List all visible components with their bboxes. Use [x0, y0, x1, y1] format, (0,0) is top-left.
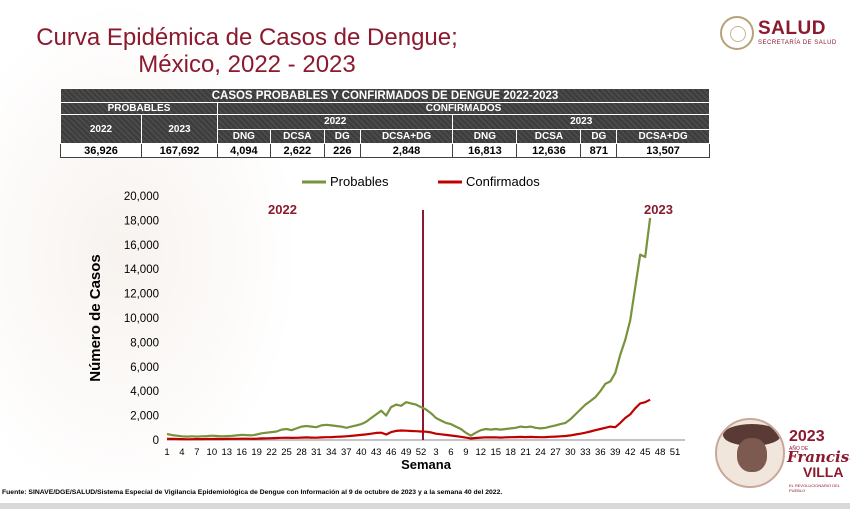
subheader-dcsadg-2023: DCSA+DG [616, 128, 710, 144]
header-confirmados: CONFIRMADOS [217, 102, 710, 115]
x-tick-label: 28 [296, 447, 307, 458]
x-tick-label: 1 [164, 447, 169, 458]
salud-logo: SALUD SECRETARÍA DE SALUD [720, 16, 840, 56]
y-tick-label: 4,000 [130, 386, 159, 398]
value-probables-2023: 167,692 [141, 143, 218, 158]
y-tick-label: 18,000 [124, 215, 159, 227]
x-tick-label: 4 [179, 447, 184, 458]
badge-small-text: AÑO DE [789, 446, 809, 452]
y-tick-label: 10,000 [124, 313, 159, 325]
x-axis-label: Semana [401, 457, 452, 472]
x-tick-label: 13 [221, 447, 232, 458]
y-tick-label: 6,000 [130, 362, 159, 374]
x-tick-label: 45 [640, 447, 651, 458]
header-confirmados-2022: 2022 [216, 114, 454, 130]
value-probables-2022: 36,926 [60, 143, 142, 158]
x-tick-label: 6 [448, 447, 453, 458]
badge-year: 2023 [789, 428, 825, 445]
legend-label-probables: Probables [330, 174, 389, 189]
x-tick-label: 52 [416, 447, 427, 458]
x-tick-label: 27 [550, 447, 561, 458]
series-line-confirmados [166, 398, 651, 441]
x-tick-label: 15 [490, 447, 501, 458]
source-footnote: Fuente: SINAVE/DGE/SALUD/Sistema Especia… [2, 489, 503, 496]
value-dng-2022: 4,094 [217, 143, 271, 158]
value-dcsadg-2023: 13,507 [616, 143, 710, 158]
table-title: CASOS PROBABLES Y CONFIRMADOS DE DENGUE … [60, 88, 710, 103]
subheader-dg-2022: DG [323, 128, 361, 144]
x-tick-label: 34 [326, 447, 337, 458]
y-tick-label: 8,000 [130, 337, 159, 349]
header-probables: PROBABLES [60, 102, 218, 115]
x-tick-label: 51 [670, 447, 681, 458]
table-row-values: 36,926 167,692 4,094 2,622 226 2,848 16,… [60, 143, 710, 158]
francisco-villa-badge: 2023 AÑO DE Francisco VILLA EL REVOLUCIO… [715, 412, 850, 493]
x-tick-label: 21 [520, 447, 531, 458]
header-confirmados-2023: 2023 [452, 114, 710, 130]
x-tick-label: 19 [251, 447, 262, 458]
page-title: Curva Epidémica de Casos de Dengue; Méxi… [12, 24, 482, 78]
annotation-2023: 2023 [644, 202, 673, 217]
x-tick-label: 25 [281, 447, 292, 458]
mexico-seal-icon [720, 16, 754, 50]
value-dcsa-2022: 2,622 [269, 143, 325, 158]
y-tick-label: 12,000 [124, 289, 159, 301]
badge-name-2: VILLA [803, 464, 844, 480]
x-tick-label: 40 [356, 447, 367, 458]
x-tick-label: 36 [595, 447, 606, 458]
logo-name: SALUD [758, 18, 826, 39]
x-tick-label: 7 [194, 447, 199, 458]
x-tick-label: 31 [311, 447, 322, 458]
y-tick-label: 16,000 [124, 240, 159, 252]
x-tick-label: 42 [625, 447, 636, 458]
value-dcsa-2023: 12,636 [516, 143, 582, 158]
x-tick-label: 12 [475, 447, 486, 458]
x-tick-label: 48 [655, 447, 666, 458]
subheader-dng-2023: DNG [452, 128, 518, 144]
x-tick-label: 18 [505, 447, 516, 458]
x-tick-label: 16 [236, 447, 247, 458]
background-pattern [0, 0, 300, 509]
annotation-2022: 2022 [268, 202, 297, 217]
legend-label-confirmados: Confirmados [466, 174, 540, 189]
value-dng-2023: 16,813 [452, 143, 518, 158]
villa-portrait-icon [715, 418, 785, 488]
x-tick-label: 10 [207, 447, 218, 458]
x-tick-label: 49 [401, 447, 412, 458]
cases-table: CASOS PROBABLES Y CONFIRMADOS DE DENGUE … [60, 88, 710, 158]
subheader-dcsa-2023: DCSA [516, 128, 582, 144]
subheader-dg-2023: DG [580, 128, 618, 144]
x-tick-label: 30 [565, 447, 576, 458]
series-line-probables [166, 217, 652, 438]
header-probables-2022: 2022 [60, 114, 142, 144]
title-line-1: Curva Epidémica de Casos de Dengue; [36, 24, 458, 51]
subheader-dng-2022: DNG [217, 128, 271, 144]
x-tick-label: 9 [463, 447, 468, 458]
y-tick-label: 20,000 [124, 191, 159, 203]
value-dcsadg-2022: 2,848 [359, 143, 454, 158]
x-tick-label: 33 [580, 447, 591, 458]
x-tick-label: 43 [371, 447, 382, 458]
header-probables-2023: 2023 [141, 114, 218, 144]
y-tick-label: 14,000 [124, 264, 159, 276]
title-line-2: México, 2022 - 2023 [138, 51, 356, 78]
x-tick-label: 46 [386, 447, 397, 458]
badge-tagline: EL REVOLUCIONARIO DEL PUEBLO [789, 483, 840, 493]
footer-bar [0, 503, 850, 509]
logo-subtitle: SECRETARÍA DE SALUD [758, 40, 837, 46]
y-tick-label: 2,000 [130, 411, 159, 423]
badge-name-1: Francisco [787, 448, 850, 466]
x-tick-label: 39 [610, 447, 621, 458]
x-tick-label: 37 [341, 447, 352, 458]
x-tick-label: 22 [266, 447, 277, 458]
value-dg-2022: 226 [323, 143, 361, 158]
x-tick-label: 3 [433, 447, 438, 458]
epidemic-curve-chart: 0 2,000 4,000 6,000 8,000 10,000 12,000 14,000 1… [87, 174, 685, 472]
x-tick-label: 24 [535, 447, 546, 458]
subheader-dcsa-2022: DCSA [269, 128, 325, 144]
y-tick-label: 0 [153, 435, 159, 447]
value-dg-2023: 871 [580, 143, 618, 158]
subheader-dcsadg-2022: DCSA+DG [359, 128, 454, 144]
y-axis-label: Número de Casos [87, 254, 104, 382]
